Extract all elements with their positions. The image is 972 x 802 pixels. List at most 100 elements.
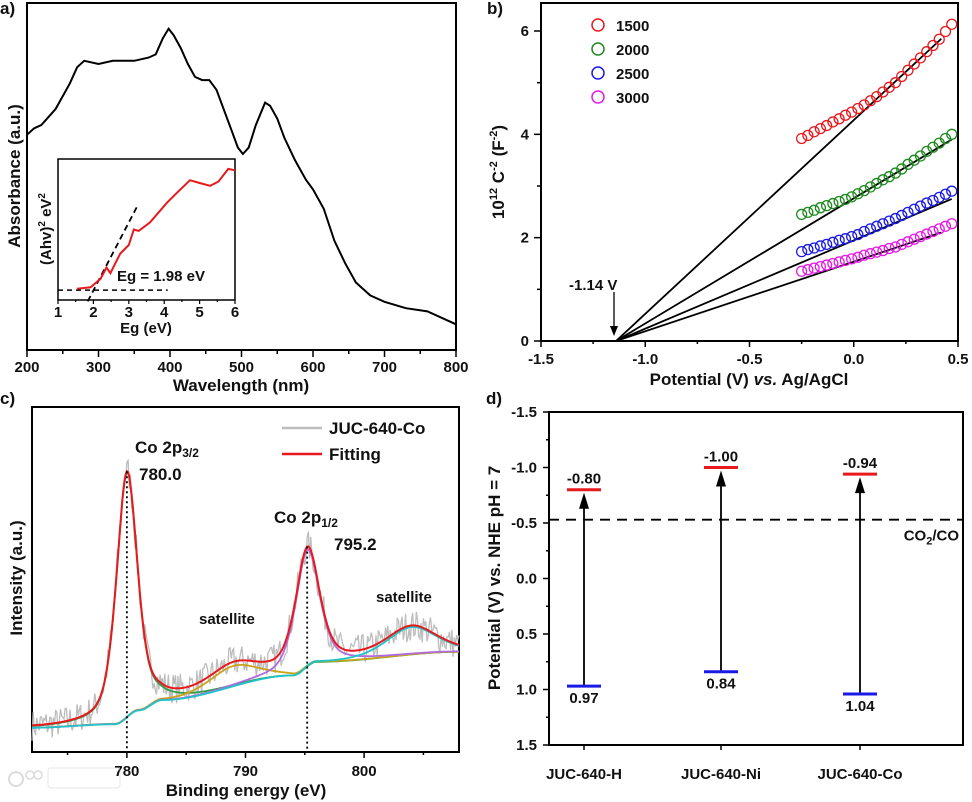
data-point-2500 xyxy=(795,245,808,258)
absorbance-line xyxy=(26,26,457,326)
data-point-1500 xyxy=(933,33,945,45)
flat-band-arrow xyxy=(610,292,618,336)
inset-tangent-line xyxy=(86,206,138,302)
x-tick-label: 700 xyxy=(372,359,397,376)
arrow-head-icon xyxy=(579,492,589,509)
data-point-3000 xyxy=(852,251,864,263)
data-point-1500 xyxy=(889,77,902,89)
data-point-1500 xyxy=(946,18,958,30)
data-point-2000 xyxy=(946,128,958,140)
x-tick-label: -1.5 xyxy=(528,351,554,368)
data-point-1500 xyxy=(814,122,827,135)
fit-line-2000 xyxy=(615,138,953,342)
arrow-head-icon xyxy=(716,470,726,487)
peak-value-795: 795.2 xyxy=(334,535,377,554)
cb-value-label: -0.94 xyxy=(843,455,878,472)
data-point-2000 xyxy=(839,193,852,206)
x-tick-label: -0.5 xyxy=(737,351,763,368)
data-point-2500 xyxy=(877,218,889,230)
x-tick-label: 780 xyxy=(114,763,139,780)
inset-x-tick-label: 6 xyxy=(231,304,239,321)
data-point-3000 xyxy=(820,259,833,271)
data-point-2500 xyxy=(808,242,820,254)
y-tick-label: 0 xyxy=(521,333,529,350)
data-point-2500 xyxy=(864,223,877,235)
fit-line-3000 xyxy=(615,231,942,342)
co2-co-label: CO2/CO xyxy=(904,528,960,548)
data-point-2500 xyxy=(814,240,827,252)
inset-tauc-line xyxy=(76,167,236,290)
inset-x-label: Eg (eV) xyxy=(120,320,172,337)
data-point-1500 xyxy=(902,64,914,76)
data-point-2000 xyxy=(858,184,870,197)
data-point-2500 xyxy=(852,228,864,241)
data-point-3000 xyxy=(802,264,814,276)
flat-band-annotation: -1.14 V xyxy=(569,277,617,294)
category-label: JUC-640-Co xyxy=(817,766,902,783)
inset-y-label: (Ahv)2 eV2 xyxy=(37,193,55,265)
data-point-1500 xyxy=(914,52,927,64)
data-point-1500 xyxy=(852,102,864,115)
peak-label-co2p12: Co 2p1/2 xyxy=(274,508,338,530)
vb-value-label: 1.04 xyxy=(845,698,875,715)
inset-x-tick-label: 5 xyxy=(195,304,203,321)
data-point-2500 xyxy=(933,191,945,204)
x-tick-label: 400 xyxy=(157,359,182,376)
legend-label-2000: 2000 xyxy=(616,42,649,59)
y-tick-label: 6 xyxy=(521,23,529,40)
data-point-3000 xyxy=(846,253,858,265)
legend-label-1: Fitting xyxy=(329,445,381,464)
data-point-1500 xyxy=(927,39,939,52)
data-point-2500 xyxy=(883,215,895,227)
data-point-2500 xyxy=(802,243,814,256)
data-point-2500 xyxy=(927,194,939,207)
cb-value-label: -1.00 xyxy=(704,449,738,466)
data-point-2000 xyxy=(921,145,933,158)
data-point-3000 xyxy=(877,244,889,257)
vb-value-label: 0.84 xyxy=(706,676,736,693)
x-axis-label: Wavelength (nm) xyxy=(173,376,309,395)
y-tick-label: 0.5 xyxy=(516,626,537,643)
x-tick-label: 0.0 xyxy=(843,351,864,368)
data-point-2000 xyxy=(908,154,920,166)
data-point-3000 xyxy=(814,260,827,273)
data-point-3000 xyxy=(946,218,958,230)
data-point-2500 xyxy=(820,238,833,251)
panel-label-a: a) xyxy=(0,0,15,18)
x-tick-label: 200 xyxy=(14,359,39,376)
x-tick-label: 0.5 xyxy=(948,351,969,368)
fit-line-2500 xyxy=(615,198,953,342)
x-axis-label: Potential (V) vs. Ag/AgCl xyxy=(650,370,849,389)
data-point-1500 xyxy=(939,25,952,38)
legend-marker-2000 xyxy=(591,42,605,56)
data-point-2500 xyxy=(939,188,952,200)
data-point-1500 xyxy=(921,46,933,58)
data-point-2000 xyxy=(927,141,939,153)
data-point-3000 xyxy=(871,246,883,258)
data-point-3000 xyxy=(827,257,839,270)
y-axis-label: 1012 C-2 (F-2) xyxy=(488,125,508,219)
panel-label-d: d) xyxy=(486,389,502,408)
data-point-2000 xyxy=(864,181,877,193)
legend-label-0: JUC-640-Co xyxy=(329,419,425,438)
y-tick-label: -1.0 xyxy=(511,460,537,477)
x-tick-label: 800 xyxy=(443,359,468,376)
data-point-2000 xyxy=(939,132,952,145)
peak-value-780: 780.0 xyxy=(139,465,182,484)
inset-x-tick-label: 3 xyxy=(125,304,133,321)
legend-label-3000: 3000 xyxy=(616,90,649,107)
data-point-3000 xyxy=(833,256,845,268)
plot-frame xyxy=(548,411,964,746)
data-point-2000 xyxy=(846,191,858,203)
data-point-1500 xyxy=(827,116,839,128)
inset-tauc-plot: 1 2 3 4 5 6 Eg = 1.98 eV Eg (eV) (Ahv)2 eV2 xyxy=(37,158,239,337)
satellite-label-2: satellite xyxy=(376,589,432,606)
data-point-3000 xyxy=(902,236,914,248)
legend-label-2500: 2500 xyxy=(616,66,649,83)
x-tick-label: 600 xyxy=(300,359,325,376)
data-point-2000 xyxy=(827,197,839,210)
data-point-2000 xyxy=(877,174,889,186)
data-point-1500 xyxy=(858,99,870,111)
data-point-2000 xyxy=(871,177,883,190)
y-tick-label: 2 xyxy=(521,230,529,247)
